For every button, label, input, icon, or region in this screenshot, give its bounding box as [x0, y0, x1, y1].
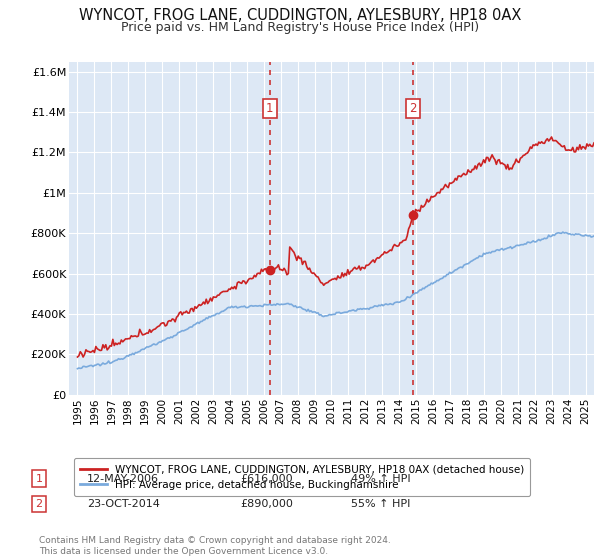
Legend: WYNCOT, FROG LANE, CUDDINGTON, AYLESBURY, HP18 0AX (detached house), HPI: Averag: WYNCOT, FROG LANE, CUDDINGTON, AYLESBURY… [74, 458, 530, 496]
Text: 23-OCT-2014: 23-OCT-2014 [87, 499, 160, 509]
Text: 49% ↑ HPI: 49% ↑ HPI [351, 474, 410, 484]
Text: £616,000: £616,000 [240, 474, 293, 484]
Text: 2: 2 [409, 102, 417, 115]
Text: £890,000: £890,000 [240, 499, 293, 509]
Text: 1: 1 [35, 474, 43, 484]
Text: 12-MAY-2006: 12-MAY-2006 [87, 474, 159, 484]
Text: Price paid vs. HM Land Registry's House Price Index (HPI): Price paid vs. HM Land Registry's House … [121, 21, 479, 34]
Text: WYNCOT, FROG LANE, CUDDINGTON, AYLESBURY, HP18 0AX: WYNCOT, FROG LANE, CUDDINGTON, AYLESBURY… [79, 8, 521, 24]
Text: 1: 1 [266, 102, 274, 115]
Text: 55% ↑ HPI: 55% ↑ HPI [351, 499, 410, 509]
Text: 2: 2 [35, 499, 43, 509]
Text: Contains HM Land Registry data © Crown copyright and database right 2024.
This d: Contains HM Land Registry data © Crown c… [39, 536, 391, 556]
